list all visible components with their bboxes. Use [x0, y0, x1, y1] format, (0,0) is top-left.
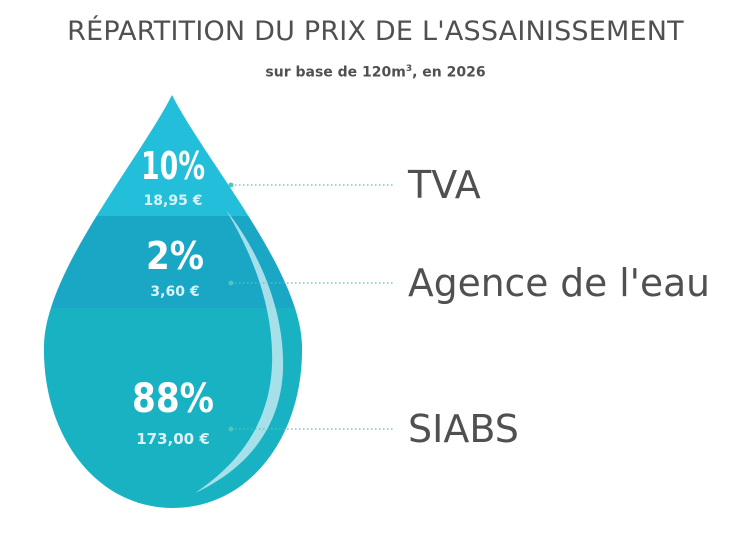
connector-dot-tva: [228, 182, 234, 188]
connector-dot-agence: [228, 280, 234, 286]
category-label-siabs: SIABS: [408, 407, 519, 451]
subtitle-superscript: 3: [405, 64, 413, 74]
chart-title: RÉPARTITION DU PRIX DE L'ASSAINISSEMENT: [67, 16, 684, 47]
subtitle-prefix: sur base de 120m: [265, 64, 406, 81]
amount-label-siabs: 173,00 €: [136, 430, 210, 448]
chart-subtitle: sur base de 120m3, en 2026: [0, 64, 751, 81]
amount-label-tva: 18,95 €: [144, 193, 203, 209]
percent-label-siabs: 88%: [132, 376, 214, 422]
connector-dot-siabs: [228, 426, 234, 432]
amount-label-agence: 3,60 €: [150, 284, 199, 300]
percent-label-agence: 2%: [146, 234, 204, 278]
drop-highlight: [195, 210, 284, 493]
subtitle-suffix: , en 2026: [412, 64, 486, 81]
percent-label-tva: 10%: [141, 144, 205, 188]
category-label-tva: TVA: [407, 163, 481, 207]
category-label-agence: Agence de l'eau: [408, 261, 710, 305]
